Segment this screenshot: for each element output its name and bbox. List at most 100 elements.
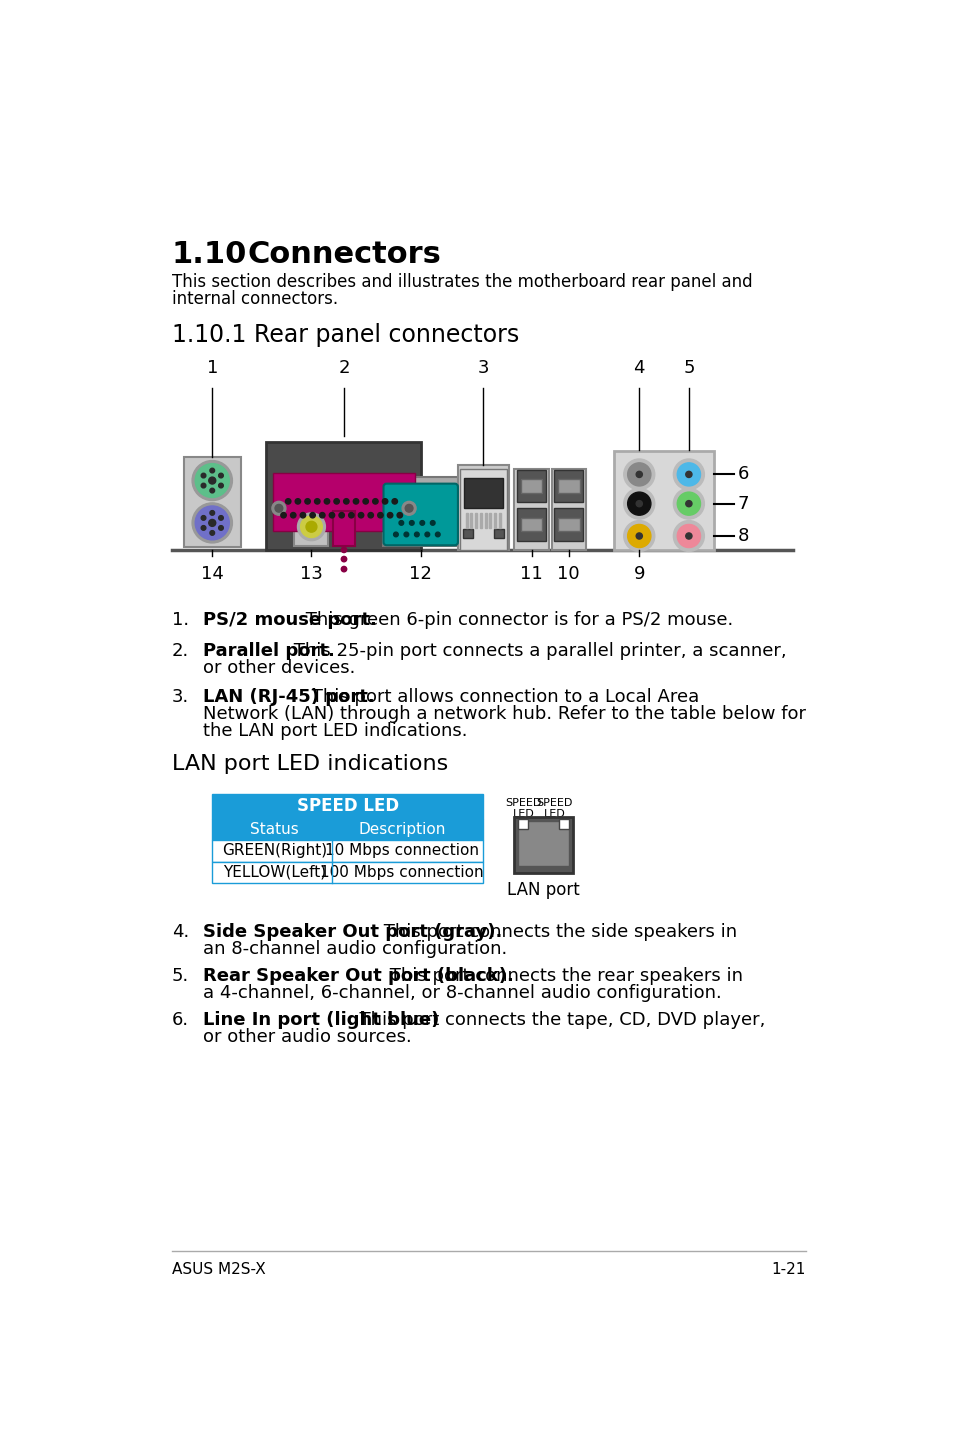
Text: This section describes and illustrates the motherboard rear panel and: This section describes and illustrates t… [172, 273, 752, 290]
FancyBboxPatch shape [294, 512, 328, 546]
Text: This port allows connection to a Local Area: This port allows connection to a Local A… [305, 689, 699, 706]
Text: Side Speaker Out port (gray).: Side Speaker Out port (gray). [203, 923, 502, 942]
Circle shape [623, 521, 654, 551]
Text: 3: 3 [477, 358, 489, 377]
Text: 1.: 1. [172, 611, 189, 630]
Text: 3.: 3. [172, 689, 189, 706]
Text: Rear Speaker Out port (black).: Rear Speaker Out port (black). [203, 968, 514, 985]
Circle shape [272, 502, 286, 515]
Circle shape [387, 512, 393, 518]
Circle shape [341, 567, 346, 572]
Circle shape [218, 526, 223, 531]
Circle shape [368, 512, 373, 518]
Circle shape [341, 557, 346, 562]
Text: 4: 4 [633, 358, 644, 377]
Circle shape [294, 499, 300, 505]
FancyBboxPatch shape [554, 508, 583, 541]
Text: 8: 8 [737, 526, 748, 545]
Circle shape [218, 473, 223, 477]
Circle shape [623, 459, 654, 490]
Bar [470, 513, 472, 528]
Text: a 4-channel, 6-channel, or 8-channel audio configuration.: a 4-channel, 6-channel, or 8-channel aud… [203, 984, 720, 1002]
Text: 10: 10 [557, 565, 579, 584]
Circle shape [677, 492, 700, 515]
Circle shape [636, 533, 641, 539]
Circle shape [627, 525, 650, 548]
Text: 10 Mbps connection: 10 Mbps connection [325, 844, 478, 858]
Circle shape [348, 512, 354, 518]
Text: YELLOW(Left): YELLOW(Left) [222, 866, 326, 880]
Circle shape [210, 531, 214, 535]
Circle shape [636, 500, 641, 506]
Text: This port connects the rear speakers in: This port connects the rear speakers in [384, 968, 742, 985]
Circle shape [398, 521, 403, 525]
FancyBboxPatch shape [273, 473, 415, 531]
Text: LAN (RJ-45) port.: LAN (RJ-45) port. [203, 689, 375, 706]
FancyBboxPatch shape [183, 457, 241, 546]
Circle shape [373, 499, 377, 505]
FancyBboxPatch shape [558, 820, 568, 828]
Text: the LAN port LED indications.: the LAN port LED indications. [203, 722, 467, 741]
FancyBboxPatch shape [517, 508, 546, 541]
Circle shape [201, 516, 206, 521]
Circle shape [409, 521, 414, 525]
Circle shape [343, 499, 349, 505]
Circle shape [201, 473, 206, 477]
Circle shape [677, 463, 700, 486]
Circle shape [210, 469, 214, 473]
FancyBboxPatch shape [457, 464, 509, 549]
Circle shape [685, 500, 691, 506]
FancyBboxPatch shape [517, 470, 546, 502]
Circle shape [394, 532, 397, 536]
Circle shape [300, 512, 305, 518]
Text: or other devices.: or other devices. [203, 659, 355, 677]
Text: or other audio sources.: or other audio sources. [203, 1028, 412, 1045]
Circle shape [404, 532, 408, 536]
Circle shape [415, 532, 418, 536]
Circle shape [300, 516, 322, 538]
Bar [489, 513, 491, 528]
FancyBboxPatch shape [558, 518, 579, 532]
Circle shape [210, 510, 214, 515]
Text: 1.10: 1.10 [172, 240, 247, 269]
Text: Status: Status [250, 823, 298, 837]
FancyBboxPatch shape [266, 441, 421, 549]
FancyBboxPatch shape [551, 469, 585, 549]
FancyBboxPatch shape [520, 518, 542, 532]
Circle shape [685, 533, 691, 539]
Bar [465, 513, 467, 528]
Text: SPEED LED: SPEED LED [296, 797, 398, 815]
Circle shape [424, 532, 429, 536]
Bar [479, 513, 481, 528]
Circle shape [435, 532, 439, 536]
Circle shape [297, 513, 325, 541]
Circle shape [201, 526, 206, 531]
Text: 11: 11 [519, 565, 542, 584]
FancyBboxPatch shape [382, 477, 458, 546]
Circle shape [623, 489, 654, 519]
Circle shape [405, 505, 413, 512]
FancyBboxPatch shape [554, 470, 583, 502]
Circle shape [210, 489, 214, 493]
Text: Connectors: Connectors [247, 240, 440, 269]
Text: 4.: 4. [172, 923, 189, 942]
Text: LAN port: LAN port [507, 881, 579, 899]
Circle shape [329, 512, 335, 518]
Text: . This port connects the tape, CD, DVD player,: . This port connects the tape, CD, DVD p… [348, 1011, 764, 1030]
FancyBboxPatch shape [464, 479, 502, 508]
FancyBboxPatch shape [333, 512, 355, 546]
FancyBboxPatch shape [463, 529, 472, 538]
Text: 2: 2 [338, 358, 350, 377]
Circle shape [218, 516, 223, 521]
Text: This 25-pin port connects a parallel printer, a scanner,: This 25-pin port connects a parallel pri… [287, 643, 785, 660]
Circle shape [685, 472, 691, 477]
Circle shape [324, 499, 330, 505]
Circle shape [419, 521, 424, 525]
Circle shape [636, 472, 641, 477]
Circle shape [627, 463, 650, 486]
Circle shape [382, 499, 387, 505]
FancyBboxPatch shape [517, 821, 568, 866]
Circle shape [192, 503, 233, 544]
Circle shape [402, 502, 416, 515]
Circle shape [392, 499, 397, 505]
